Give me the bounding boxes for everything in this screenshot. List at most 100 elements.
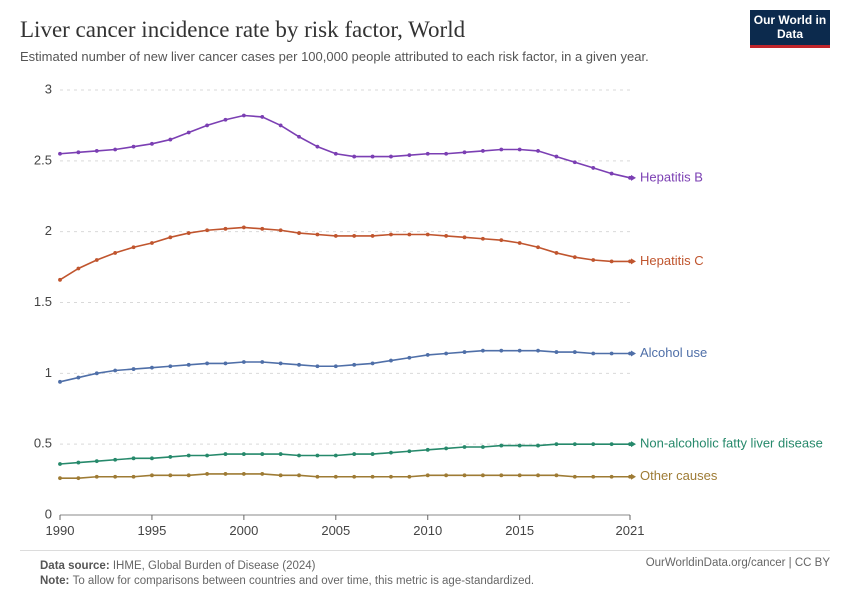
series-marker [187,231,191,235]
series-marker [371,361,375,365]
x-tick-label: 1995 [137,523,166,538]
series-marker [444,351,448,355]
series-marker [407,449,411,453]
series-marker [499,443,503,447]
series-marker [242,472,246,476]
series-marker [573,255,577,259]
series-marker [187,130,191,134]
series-marker [444,473,448,477]
series-marker [279,452,283,456]
note-text: To allow for comparisons between countri… [73,575,535,587]
series-marker [463,473,467,477]
series-marker [132,367,136,371]
series-line [60,444,630,464]
series-marker [610,351,614,355]
series-label: Other causes [640,468,718,483]
series-marker [591,258,595,262]
series-marker [591,166,595,170]
series-marker [591,475,595,479]
series-marker [316,145,320,149]
series-marker [518,241,522,245]
series-marker [279,228,283,232]
series-marker [205,453,209,457]
series-marker [150,366,154,370]
series-marker [224,452,228,456]
x-tick-label: 2015 [505,523,534,538]
series-marker [187,473,191,477]
series-marker [610,475,614,479]
series-line [60,350,630,381]
series-marker [316,364,320,368]
series-marker [499,238,503,242]
series-label: Hepatitis C [640,253,704,268]
series-marker [555,350,559,354]
chart-title: Liver cancer incidence rate by risk fact… [20,16,830,44]
series-marker [242,452,246,456]
series-marker [205,472,209,476]
series-marker [168,364,172,368]
chart-header: Our World in Data Liver cancer incidence… [0,0,850,74]
x-tick-label: 2010 [413,523,442,538]
series-marker [95,149,99,153]
series-marker [224,227,228,231]
source-text: IHME, Global Burden of Disease (2024) [113,560,316,572]
footer-right: OurWorldinData.org/cancer | CC BY [646,557,830,569]
series-end-arrow-icon [631,258,636,264]
series-marker [224,361,228,365]
series-marker [187,453,191,457]
series-marker [407,356,411,360]
series-marker [224,472,228,476]
y-tick-label: 2.5 [34,152,52,167]
series-marker [518,147,522,151]
series-marker [371,452,375,456]
series-marker [610,442,614,446]
series-end-arrow-icon [631,441,636,447]
series-marker [95,258,99,262]
series-marker [279,361,283,365]
series-marker [573,160,577,164]
y-tick-label: 0 [45,506,52,521]
series-marker [389,475,393,479]
series-marker [132,145,136,149]
series-marker [58,278,62,282]
series-marker [426,152,430,156]
note-label: Note: [40,575,73,587]
series-marker [334,453,338,457]
series-marker [444,152,448,156]
series-marker [297,135,301,139]
series-marker [150,456,154,460]
series-marker [205,361,209,365]
series-marker [279,123,283,127]
series-marker [205,123,209,127]
series-marker [58,462,62,466]
series-marker [334,364,338,368]
series-marker [76,266,80,270]
series-marker [224,118,228,122]
series-marker [316,475,320,479]
series-marker [297,363,301,367]
y-tick-label: 0.5 [34,435,52,450]
series-marker [242,113,246,117]
series-marker [426,448,430,452]
series-marker [389,154,393,158]
series-marker [426,353,430,357]
series-marker [518,473,522,477]
series-marker [536,245,540,249]
series-marker [297,473,301,477]
series-marker [260,472,264,476]
series-marker [297,231,301,235]
series-end-arrow-icon [631,175,636,181]
series-marker [407,232,411,236]
series-marker [352,154,356,158]
series-marker [168,455,172,459]
series-marker [426,232,430,236]
chart-subtitle: Estimated number of new liver cancer cas… [20,48,830,66]
series-marker [536,473,540,477]
series-marker [58,152,62,156]
line-chart: 00.511.522.53199019952000200520102015202… [20,80,830,550]
series-marker [371,475,375,479]
owid-logo: Our World in Data [750,10,830,48]
series-marker [150,473,154,477]
series-marker [481,349,485,353]
y-tick-label: 1 [45,365,52,380]
